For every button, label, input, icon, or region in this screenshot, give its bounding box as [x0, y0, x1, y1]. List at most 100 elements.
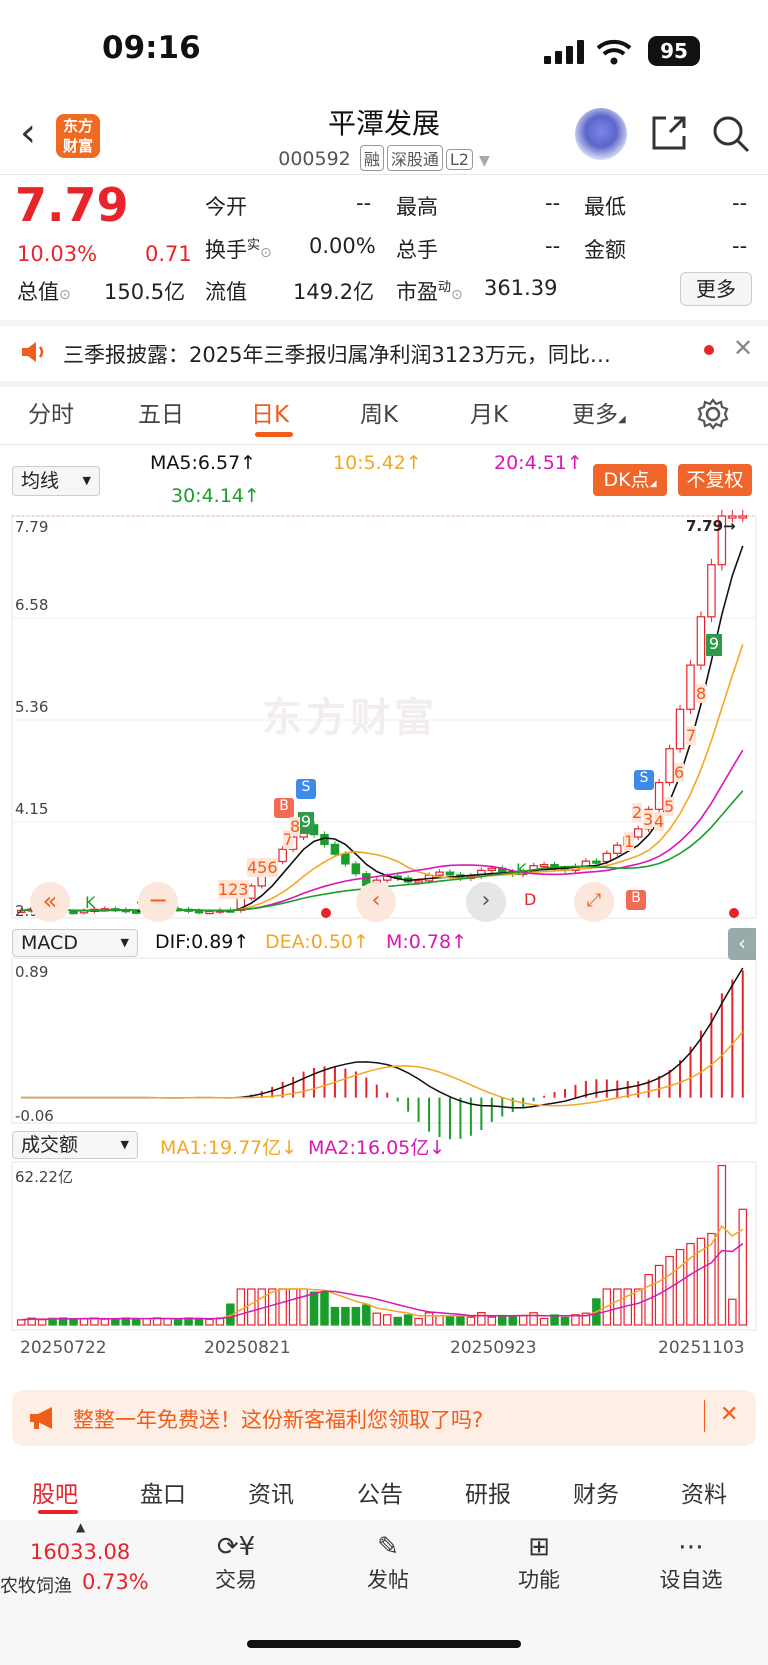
volume-select[interactable]: 成交额 ▼ [12, 1131, 138, 1159]
turnover-label: 换手实⊙ [205, 238, 272, 262]
buy-signal-b2[interactable]: B [626, 890, 646, 910]
more-quote-button[interactable]: 更多 [680, 272, 752, 306]
volume-bar [111, 1318, 120, 1326]
grid-icon: ⊞ [528, 1532, 550, 1562]
total-value-label: 总值⊙ [17, 280, 71, 304]
tab-announcement[interactable]: 公告 [357, 1482, 403, 1508]
tab-five-day[interactable]: 五日 [138, 402, 184, 428]
ma30-label: 30:4.14↑ [171, 485, 260, 507]
candle-body [69, 911, 78, 915]
candle-body [341, 853, 350, 865]
tab-weekly-k[interactable]: 周K [360, 402, 399, 428]
dk-point-button[interactable]: DK点◢ [593, 464, 667, 496]
count-signal-5: 5 [664, 797, 675, 816]
turnover-value: 0.00% [309, 234, 376, 258]
indicator-select[interactable]: 均线 ▼ [12, 466, 100, 496]
dea-label: DEA:0.50↑ [265, 931, 369, 953]
volume-bar [173, 1318, 183, 1326]
tab-pankou[interactable]: 盘口 [140, 1482, 186, 1508]
volume-bar [717, 1164, 727, 1326]
vol-ma2-line [21, 1243, 744, 1321]
count-signal-456: 456 [247, 858, 278, 877]
volume-bar [728, 1298, 737, 1326]
volume-bar [686, 1242, 695, 1326]
kline-chart[interactable] [0, 510, 768, 1355]
tab-guba[interactable]: 股吧 [32, 1482, 78, 1508]
assistant-avatar[interactable] [575, 108, 627, 160]
date-label-3: 20250923 [450, 1338, 537, 1358]
share-icon[interactable] [650, 114, 688, 152]
macd-y-bottom: -0.06 [15, 1107, 54, 1125]
settings-gear-icon[interactable] [697, 398, 729, 430]
search-icon[interactable] [711, 114, 751, 154]
volume-bar [236, 1288, 246, 1326]
tab-profile[interactable]: 资料 [681, 1482, 727, 1508]
volume-y-top: 62.22亿 [15, 1168, 73, 1186]
volume-bar [539, 1317, 549, 1326]
active-tab-indicator [255, 432, 293, 437]
back-icon[interactable]: ‹ [20, 110, 36, 156]
volume-bar [16, 1319, 26, 1326]
sell-signal-s2[interactable]: S [634, 770, 654, 790]
candle-body [602, 852, 612, 863]
collapse-panel-icon[interactable]: ‹ [728, 928, 756, 960]
adjust-button[interactable]: 不复权 [678, 464, 752, 496]
tag-level2: L2 [445, 149, 473, 170]
macd-y-top: 0.89 [15, 963, 49, 981]
scroll-left-fast-icon[interactable]: « [30, 882, 70, 922]
tab-daily-k[interactable]: 日K [251, 402, 290, 428]
volume-bar [27, 1317, 36, 1326]
volume-bar [445, 1315, 455, 1326]
tab-intraday[interactable]: 分时 [28, 402, 74, 428]
tab-research[interactable]: 研报 [465, 1482, 511, 1508]
volume-bar [393, 1316, 402, 1326]
tab-finance[interactable]: 财务 [573, 1482, 619, 1508]
volume-bar [414, 1317, 423, 1326]
volume-bar [247, 1288, 256, 1326]
watermark: 东方财富 [262, 695, 438, 741]
promo-banner[interactable]: 整整一年免费送！这份新客福利您领取了吗? ✕ [12, 1390, 756, 1446]
fullscreen-icon[interactable]: ⤢ [574, 882, 614, 922]
yuan-cycle-icon: ⟳¥ [216, 1532, 256, 1562]
index-percent[interactable]: 0.73% [82, 1570, 149, 1594]
scroll-left-icon[interactable]: ‹ [356, 882, 396, 922]
y-tick-4: 4.15 [15, 800, 49, 818]
scroll-right-icon[interactable]: › [466, 882, 506, 922]
announcement-bar[interactable]: 三季报披露：2025年三季报归属净利润3123万元，同比… ✕ [0, 325, 768, 379]
buy-signal-b[interactable]: B [274, 798, 294, 818]
tab-news[interactable]: 资讯 [248, 1482, 294, 1508]
index-value[interactable]: 16033.08 [30, 1540, 131, 1564]
macd-select[interactable]: MACD ▼ [12, 929, 138, 957]
close-icon[interactable]: ✕ [733, 334, 754, 362]
volume-bar [497, 1314, 507, 1326]
candle-body [675, 708, 685, 750]
speaker-icon [22, 342, 44, 362]
volume-bar [58, 1317, 68, 1326]
tab-more[interactable]: 更多◢ [572, 402, 626, 428]
sell-signal-s[interactable]: S [296, 779, 316, 799]
volume-bar [320, 1291, 329, 1326]
k-signal-2: K [85, 893, 96, 912]
close-banner-icon[interactable]: ✕ [720, 1402, 739, 1427]
chevron-down-icon[interactable]: ▼ [478, 153, 490, 169]
add-watchlist-button[interactable]: ⋯ 设自选 [655, 1530, 727, 1594]
count-signal-8: 8 [290, 817, 301, 836]
trade-button[interactable]: ⟳¥ 交易 [200, 1530, 272, 1594]
open-value: -- [356, 191, 372, 215]
event-dot-2[interactable] [729, 908, 739, 918]
index-name[interactable]: 农牧饲渔 [0, 1576, 72, 1597]
event-dot[interactable] [321, 908, 331, 918]
volume-bar [341, 1306, 350, 1326]
post-button[interactable]: ✎ 发帖 [352, 1530, 424, 1594]
functions-button[interactable]: ⊞ 功能 [503, 1530, 575, 1594]
date-label-4: 20251103 [658, 1338, 745, 1358]
tab-monthly-k[interactable]: 月K [470, 402, 509, 428]
high-value: -- [545, 191, 561, 215]
candle-body [205, 910, 214, 915]
candle-body [717, 515, 727, 566]
tag-connect: 深股通 [386, 145, 443, 171]
volume-bar [529, 1312, 538, 1326]
zoom-out-icon[interactable]: − [138, 882, 178, 922]
float-value-label: 流值 [205, 280, 247, 304]
change-percent: 10.03% [17, 242, 98, 266]
